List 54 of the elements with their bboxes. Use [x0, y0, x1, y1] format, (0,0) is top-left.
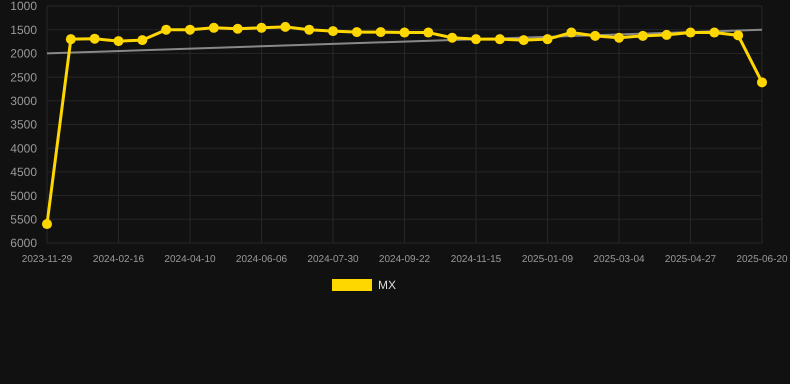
x-tick-label: 2024-11-15	[450, 254, 502, 265]
point	[208, 22, 219, 33]
point	[328, 26, 338, 36]
point	[542, 34, 552, 44]
point	[376, 27, 386, 38]
y-tick-label: 1000	[10, 0, 38, 14]
point	[686, 28, 696, 38]
point	[304, 24, 314, 35]
point	[471, 34, 481, 44]
point	[352, 27, 362, 38]
point	[614, 32, 624, 43]
point	[757, 77, 767, 88]
point	[709, 28, 720, 38]
point	[66, 34, 76, 44]
y-tick-label: 2500	[10, 70, 38, 84]
point	[90, 34, 100, 44]
legend-label: MX	[378, 278, 396, 292]
point	[447, 32, 458, 43]
x-tick-label: 2025-04-27	[664, 254, 717, 265]
point	[566, 28, 576, 38]
x-tick-label: 2025-06-20	[736, 254, 788, 265]
point	[137, 35, 148, 46]
point	[733, 30, 744, 40]
y-tick-label: 4000	[10, 141, 38, 156]
x-tick-label: 2024-02-16	[92, 254, 145, 265]
x-tick-label: 2025-01-09	[522, 254, 574, 265]
y-tick-label: 3500	[10, 118, 38, 132]
x-tick-label: 2024-06-06	[236, 254, 288, 265]
point	[185, 24, 195, 35]
y-tick-label: 3000	[10, 94, 38, 108]
y-tick-label: 2000	[10, 46, 38, 61]
point	[280, 22, 290, 32]
x-tick-label: 2024-07-30	[307, 254, 360, 265]
y-tick-label: 5000	[10, 188, 38, 203]
point	[590, 30, 600, 41]
x-tick-label: 2024-04-10	[164, 254, 216, 265]
point	[518, 35, 529, 46]
point	[161, 24, 172, 35]
y-tick-label: 6000	[10, 236, 38, 250]
point	[114, 36, 124, 46]
y-tick-label: 1500	[10, 22, 38, 37]
point	[400, 28, 410, 38]
point	[638, 30, 648, 41]
x-tick-label: 2023-11-29	[22, 254, 73, 265]
y-tick-label: 5500	[10, 212, 38, 226]
y-tick-label: 4500	[10, 165, 38, 180]
point	[662, 30, 672, 40]
point	[423, 28, 434, 38]
point	[494, 34, 505, 44]
point	[256, 22, 266, 33]
point	[232, 24, 243, 34]
x-tick-label: 2024-09-22	[378, 254, 431, 265]
x-tick-label: 2025-03-04	[593, 254, 646, 265]
point	[42, 219, 52, 230]
